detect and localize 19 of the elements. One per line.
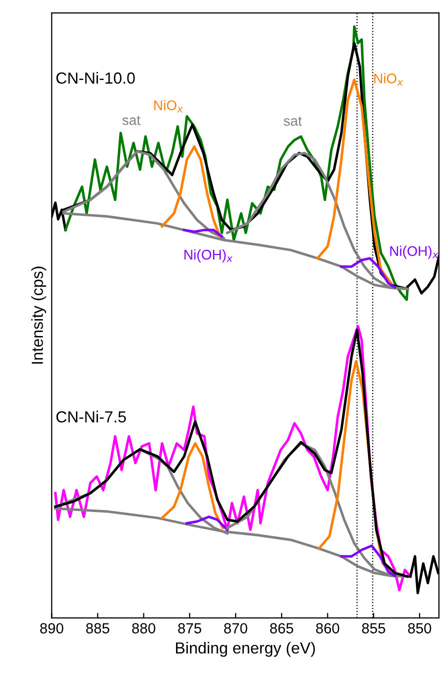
x-tick-label: 875 xyxy=(178,623,202,634)
text: NiO$_{x}$ xyxy=(154,100,184,112)
y-axis-title: Intensity (cps) xyxy=(31,266,46,364)
series-label: Ni(OH)$_{x}$ xyxy=(184,249,233,262)
series-label: NiO$_{x}$ xyxy=(374,73,404,86)
x-tick-label: 885 xyxy=(86,623,110,634)
x-tick-label: 865 xyxy=(270,623,294,634)
x-tick-label: 855 xyxy=(362,623,386,634)
annotation: CN-Ni-7.5 xyxy=(56,410,126,423)
x-tick-label: 880 xyxy=(132,623,156,634)
annotation: CN-Ni-10.0 xyxy=(56,72,135,84)
x-tick-label: 890 xyxy=(40,623,64,634)
x-tick-label: 870 xyxy=(224,623,248,634)
series-label: Ni(OH)$_{x}$ xyxy=(390,246,438,259)
x-tick-label: 860 xyxy=(316,623,340,634)
x-tick-label: 850 xyxy=(408,623,432,634)
series-label: sat xyxy=(284,116,302,126)
series-label: sat xyxy=(122,116,140,126)
x-axis-title: Binding energy (eV) xyxy=(176,642,315,657)
